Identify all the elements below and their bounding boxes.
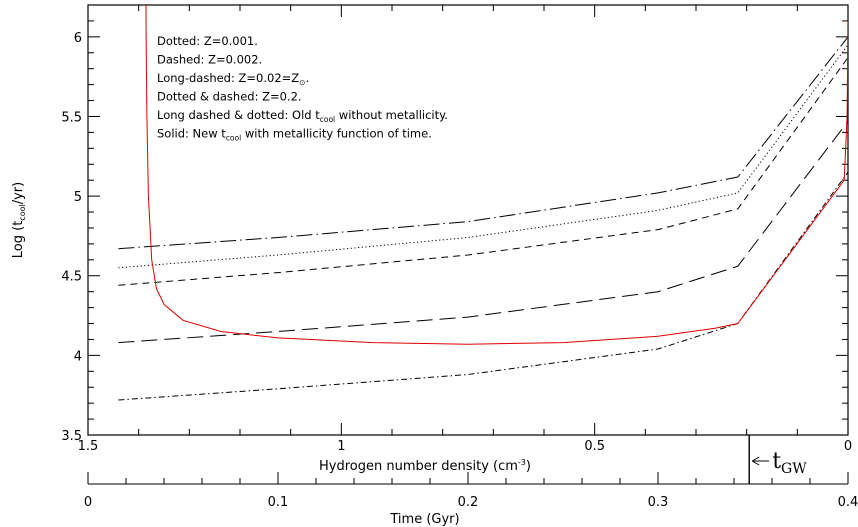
- y-axis-label-sub: cool: [18, 204, 27, 220]
- density-tick-label: 1.5: [78, 439, 99, 454]
- density-axis-label-sup: -3: [518, 458, 526, 467]
- t-gw-arrow-head: [751, 456, 760, 466]
- series-line-long-dashed: [118, 120, 848, 344]
- y-axis-label: Log (tcool/yr): [11, 182, 27, 258]
- y-tick-label: 5.5: [61, 110, 82, 125]
- legend-entry-text-after: with metallicity function of time.: [241, 127, 432, 141]
- time-tick-label: 0.3: [648, 495, 669, 510]
- time-tick-label: 0: [84, 495, 92, 510]
- series-line-dotted: [118, 44, 848, 269]
- y-tick-label: 4.5: [61, 270, 82, 285]
- legend-entry-text-after: .: [305, 71, 309, 85]
- t-gw-marker: tGW: [748, 435, 807, 484]
- time-tick-label: 0.2: [458, 495, 479, 510]
- legend-entry-text: Solid: New t: [157, 127, 226, 141]
- series-line-dot-dash: [118, 171, 848, 401]
- tick-marks: [87, 4, 849, 436]
- density-tick-label: 0: [844, 439, 852, 454]
- legend-entry-text: Long dashed & dotted: Old t: [157, 108, 320, 122]
- time-tick-label: 0.4: [838, 495, 858, 510]
- t-gw-label-sub: GW: [781, 461, 807, 477]
- legend-entry: Long dashed & dotted: Old tcool without …: [157, 108, 448, 124]
- legend-entry-text: Dotted: Z=0.001.: [157, 34, 258, 48]
- legend-entry-subscript: cool: [320, 115, 335, 124]
- series-line-dashed: [118, 57, 848, 286]
- density-axis-label-main: Hydrogen number density (cm: [319, 459, 518, 474]
- legend-entry: Dotted: Z=0.001.: [157, 34, 258, 48]
- y-axis-label-end: /yr): [11, 182, 26, 205]
- time-tick-label: 0.1: [268, 495, 289, 510]
- legend-entry-subscript: cool: [226, 134, 241, 143]
- tick-labels: 3.5 4 4.5 5 5.5 6 1.5 1 0.5 0: [61, 31, 852, 454]
- series-group: [118, 5, 848, 401]
- legend-entry-subscript: ⊙: [299, 78, 305, 87]
- legend-entry-text: Dashed: Z=0.002.: [157, 53, 262, 67]
- density-tick-label: 0.5: [584, 439, 605, 454]
- y-axis-label-main: Log (t: [11, 221, 26, 259]
- density-tick-label: 1: [337, 439, 345, 454]
- time-axis-ticks: 0 0.1 0.2 0.3 0.4: [84, 472, 858, 510]
- plot-frame: [87, 4, 849, 436]
- legend-entry: Solid: New tcool with metallicity functi…: [157, 127, 432, 143]
- density-axis-label: Hydrogen number density (cm-3): [319, 458, 531, 474]
- legend-entry: Dotted & dashed: Z=0.2.: [157, 90, 302, 104]
- time-axis-label: Time (Gyr): [389, 512, 459, 527]
- legend-entry: Dashed: Z=0.002.: [157, 53, 262, 67]
- t-gw-label: tGW: [772, 449, 807, 477]
- density-axis-label-end: ): [526, 459, 531, 474]
- legend-entry-text: Long-dashed: Z=0.02=Z: [157, 71, 299, 85]
- legend-entry-text: Dotted & dashed: Z=0.2.: [157, 90, 302, 104]
- legend: Dotted: Z=0.001. Dashed: Z=0.002. Long-das…: [157, 34, 448, 143]
- t-gw-label-main: t: [772, 449, 781, 474]
- series-line-solid: [145, 5, 848, 345]
- y-tick-label: 3.5: [61, 429, 82, 444]
- y-tick-label: 5: [74, 190, 82, 205]
- y-tick-label: 4: [74, 349, 82, 364]
- y-tick-label: 6: [74, 31, 82, 46]
- legend-entry-text-after: without metallicity.: [335, 108, 448, 122]
- legend-entry: Long-dashed: Z=0.02=Z⊙.: [157, 71, 309, 87]
- series-line-long-dash-dot: [118, 36, 848, 250]
